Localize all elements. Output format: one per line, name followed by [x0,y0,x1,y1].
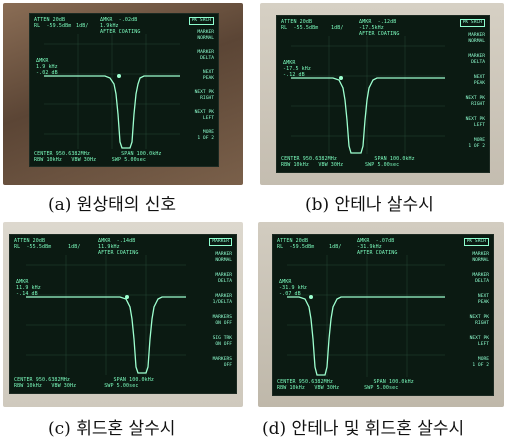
softkey-b-1[interactable]: MARKER NORMAL [468,33,485,44]
photo-b: ATTEN 20dB RL -55.5dBm 1dB/ ΔMKR -.12dB … [260,3,504,185]
softkey-c-0[interactable]: MARKER [209,238,232,246]
caption-c: (c) 휘드혼 살수시 [48,419,176,439]
softkey-c-2[interactable]: MARKER DELTA [215,273,232,284]
softkey-d-3[interactable]: NEXT PEAK [477,294,489,305]
screen-a: ATTEN 20dB RL -59.5dBm 1dB/ ΔMKR -.02dB … [29,13,219,167]
softkey-d-2[interactable]: MARKER DELTA [472,273,489,284]
spectrum-plot-b [291,36,445,154]
panel-a: ATTEN 20dB RL -59.5dBm 1dB/ ΔMKR -.02dB … [3,3,243,185]
softkey-menu-d: PK SRCH MARKER NORMAL MARKER DELTA NEXT … [431,235,493,395]
softkey-a-1[interactable]: MARKER NORMAL [197,30,214,41]
scale-a: 1dB/ [76,23,89,29]
softkey-b-3[interactable]: NEXT PEAK [473,75,485,86]
delta-label-a: ΔMKR 1.9 kHz -.02 dB [36,58,58,76]
marker-d [309,295,313,299]
spectrum-trace-b [291,77,445,154]
header-left-c: ATTEN 20dB RL -55.5dBm [14,238,52,250]
softkey-menu-b: PK SRCH MARKER NORMAL MARKER DELTA NEXT … [430,16,489,172]
photo-a: ATTEN 20dB RL -59.5dBm 1dB/ ΔMKR -.02dB … [3,3,243,185]
scale-d: 1dB/ [329,244,342,250]
caption-b: (b) 안테나 살수시 [305,195,434,215]
softkey-a-4[interactable]: NEXT PK RIGHT [194,90,214,101]
softkey-b-2[interactable]: MARKER DELTA [468,54,485,65]
softkey-d-0[interactable]: PK SRCH [463,238,489,246]
panel-d: ATTEN 20dB RL -59.5dBm 1dB/ ΔMKR -.07dB … [258,222,504,407]
footer-b: CENTER 950.6382MHz SPAN 100.0kHz RBW 10k… [281,156,415,168]
softkey-a-5[interactable]: NEXT PK LEFT [194,110,214,121]
header-right-b: ΔMKR -.12dB -17.5kHz AFTER COATING [359,19,400,37]
photo-c: ATTEN 20dB RL -55.5dBm 1dB/ ΔMKR -.14dB … [3,222,243,407]
footer-c: CENTER 950.6382MHz SPAN 100.0kHz RBW 10k… [14,377,154,389]
spectrum-plot-d [287,255,445,377]
softkey-a-2[interactable]: MARKER DELTA [197,50,214,61]
softkey-c-4[interactable]: MARKERS ON OFF [212,315,232,326]
marker-c [125,295,129,299]
spectrum-plot-a [44,34,180,149]
header-right-d: ΔMKR -.07dB -31.9kHz AFTER COATING [357,238,398,256]
softkey-a-6[interactable]: MORE 1 OF 2 [197,130,214,141]
footer-d: CENTER 950.6382MHz SPAN 100.0kHz RBW 10k… [277,379,414,391]
softkey-b-6[interactable]: MORE 1 OF 2 [468,138,485,149]
delta-label-b: ΔMKR -17.5 kHz -.12 dB [283,60,311,78]
screen-d: ATTEN 20dB RL -59.5dBm 1dB/ ΔMKR -.07dB … [272,234,494,396]
spectrum-trace-c [26,296,186,374]
header-left-d: ATTEN 20dB RL -59.5dBm [277,238,315,250]
softkey-c-3[interactable]: MARKER 1/DELTA [212,294,232,305]
softkey-d-4[interactable]: NEXT PK RIGHT [469,315,489,326]
marker-b [339,76,343,80]
scale-c: 1dB/ [68,244,81,250]
spectrum-trace-a [44,75,180,149]
caption-a: (a) 원상태의 신호 [48,195,177,215]
scale-b: 1dB/ [331,25,344,31]
screen-b: ATTEN 20dB RL -55.5dBm 1dB/ ΔMKR -.12dB … [276,15,490,173]
softkey-d-1[interactable]: MARKER NORMAL [472,252,489,263]
footer-a: CENTER 950.6382MHz SPAN 100.0kHz RBW 10k… [34,151,162,163]
softkey-a-3[interactable]: NEXT PEAK [202,70,214,81]
softkey-b-4[interactable]: NEXT PK RIGHT [465,96,485,107]
softkey-b-0[interactable]: PK SRCH [459,19,485,27]
screen-c: ATTEN 20dB RL -55.5dBm 1dB/ ΔMKR -.14dB … [9,234,237,394]
spectrum-plot-c [26,255,186,375]
delta-label-c: ΔMKR 11.9 kHz -.14 dB [16,279,41,297]
photo-d: ATTEN 20dB RL -59.5dBm 1dB/ ΔMKR -.07dB … [258,222,504,407]
marker-a [117,74,121,78]
caption-d: (d) 안테나 및 휘드혼 살수시 [262,419,465,439]
softkey-c-1[interactable]: MARKER NORMAL [215,252,232,263]
panel-b: ATTEN 20dB RL -55.5dBm 1dB/ ΔMKR -.12dB … [260,3,504,185]
header-left-a: ATTEN 20dB RL -59.5dBm [34,17,72,29]
softkey-c-6[interactable]: MARKERS OFF [212,357,232,368]
spectrum-trace-d [287,296,445,376]
panel-c: ATTEN 20dB RL -55.5dBm 1dB/ ΔMKR -.14dB … [3,222,243,407]
header-right-c: ΔMKR -.14dB 11.9kHz AFTER COATING [98,238,139,256]
softkey-menu-a: PK SRCH MARKER NORMAL MARKER DELTA NEXT … [165,14,218,166]
softkey-d-6[interactable]: MORE 1 OF 2 [472,357,489,368]
softkey-b-5[interactable]: NEXT PK LEFT [465,117,485,128]
softkey-menu-c: MARKER MARKER NORMAL MARKER DELTA MARKER… [173,235,236,393]
header-right-a: ΔMKR -.02dB 1.9kHz AFTER COATING [100,17,141,35]
header-left-b: ATTEN 20dB RL -55.5dBm [281,19,319,31]
softkey-a-0[interactable]: PK SRCH [188,17,214,25]
softkey-d-5[interactable]: NEXT PK LEFT [469,336,489,347]
delta-label-d: ΔMKR -31.9 kHz -.07 dB [279,279,307,297]
softkey-c-5[interactable]: SIG TRK ON OFF [212,336,232,347]
